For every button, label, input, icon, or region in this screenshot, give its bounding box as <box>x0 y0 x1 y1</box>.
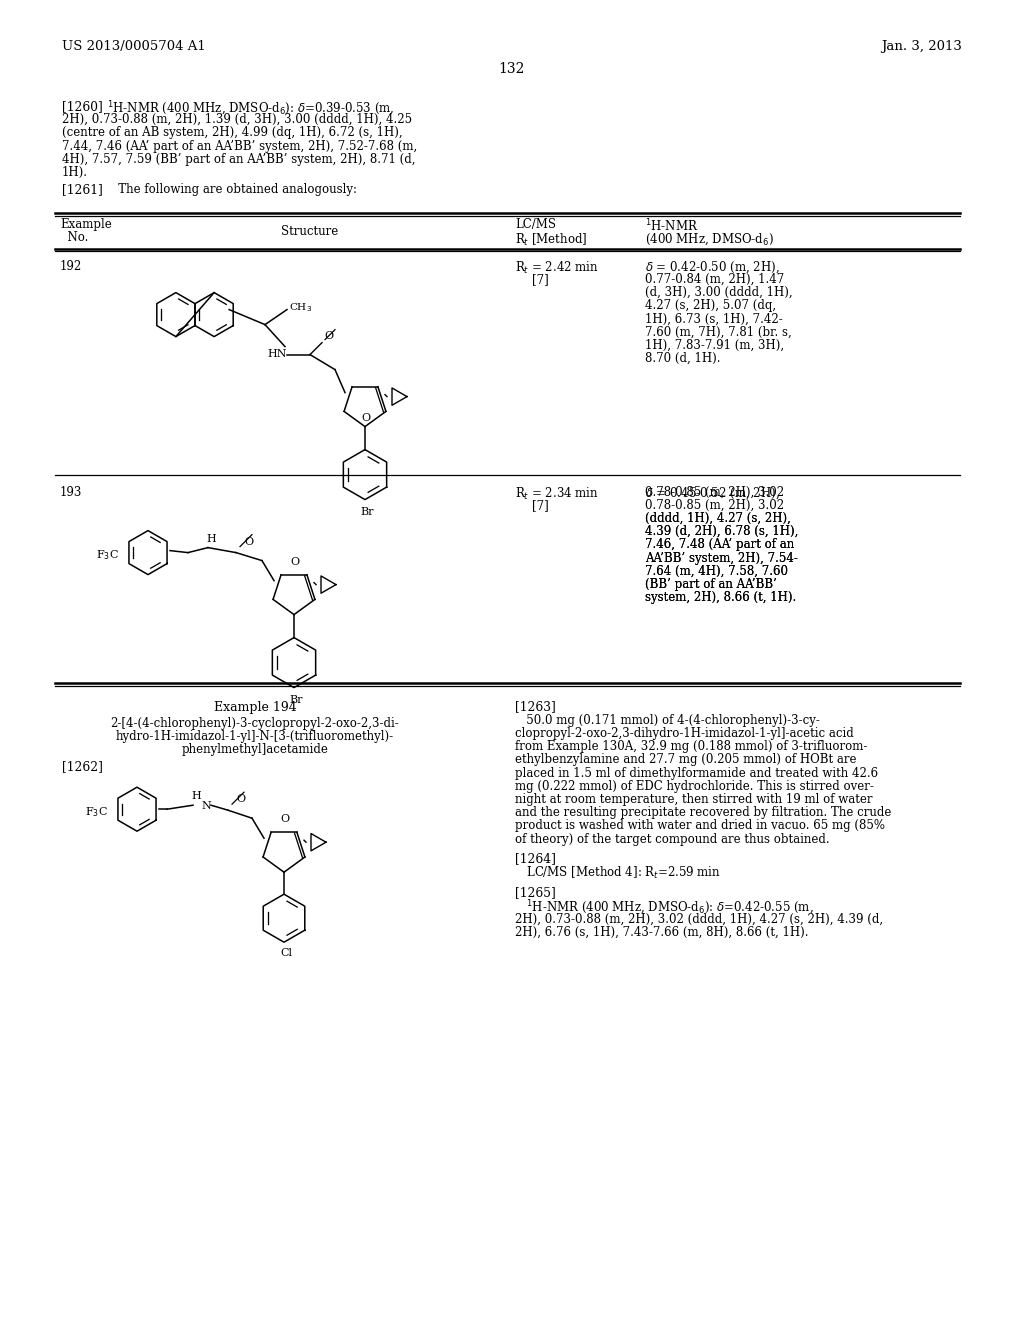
Text: 1H).: 1H). <box>62 166 88 180</box>
Text: hydro-1H-imidazol-1-yl]-N-[3-(trifluoromethyl)-: hydro-1H-imidazol-1-yl]-N-[3-(trifluorom… <box>116 730 394 743</box>
Text: R$_t$ [Method]: R$_t$ [Method] <box>515 231 588 248</box>
Text: US 2013/0005704 A1: US 2013/0005704 A1 <box>62 40 206 53</box>
Text: O: O <box>280 814 289 824</box>
Text: Br: Br <box>360 507 374 516</box>
Text: R$_t$ = 2.42 min: R$_t$ = 2.42 min <box>515 260 599 276</box>
Text: [1263]: [1263] <box>515 701 556 714</box>
Text: system, 2H), 8.66 (t, 1H).: system, 2H), 8.66 (t, 1H). <box>645 591 797 605</box>
Text: system, 2H), 8.66 (t, 1H).: system, 2H), 8.66 (t, 1H). <box>645 591 797 605</box>
Text: Example 194: Example 194 <box>214 701 296 714</box>
Text: F$_3$C: F$_3$C <box>85 805 108 818</box>
Text: R$_t$ = 2.34 min: R$_t$ = 2.34 min <box>515 486 599 502</box>
Text: O: O <box>361 413 370 422</box>
Text: 2H), 0.73-0.88 (m, 2H), 1.39 (d, 3H), 3.00 (dddd, 1H), 4.25: 2H), 0.73-0.88 (m, 2H), 1.39 (d, 3H), 3.… <box>62 114 412 127</box>
Text: 1H), 6.73 (s, 1H), 7.42-: 1H), 6.73 (s, 1H), 7.42- <box>645 313 782 326</box>
Text: $\delta$ = 0.45-0.52 (m, 2H),: $\delta$ = 0.45-0.52 (m, 2H), <box>645 486 779 502</box>
Text: 193: 193 <box>60 486 82 499</box>
Text: N: N <box>201 801 211 812</box>
Text: 0.78-0.85 (m, 2H), 3.02: 0.78-0.85 (m, 2H), 3.02 <box>645 499 784 512</box>
Text: (centre of an AB system, 2H), 4.99 (dq, 1H), 6.72 (s, 1H),: (centre of an AB system, 2H), 4.99 (dq, … <box>62 127 402 140</box>
Text: placed in 1.5 ml of dimethylformamide and treated with 42.6: placed in 1.5 ml of dimethylformamide an… <box>515 767 879 780</box>
Text: (d, 3H), 3.00 (dddd, 1H),: (d, 3H), 3.00 (dddd, 1H), <box>645 286 793 300</box>
Text: Structure: Structure <box>282 224 339 238</box>
Text: of theory) of the target compound are thus obtained.: of theory) of the target compound are th… <box>515 833 829 846</box>
Text: (400 MHz, DMSO-d$_6$): (400 MHz, DMSO-d$_6$) <box>645 231 774 247</box>
Text: HN: HN <box>267 348 287 359</box>
Text: product is washed with water and dried in vacuo. 65 mg (85%: product is washed with water and dried i… <box>515 820 885 833</box>
Text: Jan. 3, 2013: Jan. 3, 2013 <box>881 40 962 53</box>
Text: from Example 130A, 32.9 mg (0.188 mmol) of 3-trifluorom-: from Example 130A, 32.9 mg (0.188 mmol) … <box>515 741 867 754</box>
Text: 0.77-0.84 (m, 2H), 1.47: 0.77-0.84 (m, 2H), 1.47 <box>645 273 784 286</box>
Text: LC/MS: LC/MS <box>515 218 556 231</box>
Text: 7.46, 7.48 (AA’ part of an: 7.46, 7.48 (AA’ part of an <box>645 539 795 552</box>
Text: $^1$H-NMR: $^1$H-NMR <box>645 218 698 235</box>
Text: H: H <box>191 791 201 801</box>
Text: 132: 132 <box>499 62 525 77</box>
Text: Example: Example <box>60 218 112 231</box>
Text: $\delta$ = 0.42-0.50 (m, 2H),: $\delta$ = 0.42-0.50 (m, 2H), <box>645 260 779 275</box>
Text: AA’BB’ system, 2H), 7.54-: AA’BB’ system, 2H), 7.54- <box>645 552 798 565</box>
Text: 1H), 7.83-7.91 (m, 3H),: 1H), 7.83-7.91 (m, 3H), <box>645 339 784 352</box>
Text: mg (0.222 mmol) of EDC hydrochloride. This is stirred over-: mg (0.222 mmol) of EDC hydrochloride. Th… <box>515 780 873 793</box>
Text: O: O <box>236 795 245 804</box>
Text: 2-[4-(4-chlorophenyl)-3-cyclopropyl-2-oxo-2,3-di-: 2-[4-(4-chlorophenyl)-3-cyclopropyl-2-ox… <box>111 717 399 730</box>
Text: (BB’ part of an AA’BB’: (BB’ part of an AA’BB’ <box>645 578 777 591</box>
Text: [1260]: [1260] <box>62 100 102 114</box>
Text: 4.39 (d, 2H), 6.78 (s, 1H),: 4.39 (d, 2H), 6.78 (s, 1H), <box>645 525 799 539</box>
Text: 50.0 mg (0.171 mmol) of 4-(4-chlorophenyl)-3-cy-: 50.0 mg (0.171 mmol) of 4-(4-chloropheny… <box>515 714 820 727</box>
Text: night at room temperature, then stirred with 19 ml of water: night at room temperature, then stirred … <box>515 793 872 807</box>
Text: O: O <box>244 537 253 546</box>
Text: CH$_3$: CH$_3$ <box>289 301 312 314</box>
Text: $^1$H-NMR (400 MHz, DMSO-d$_6$): $\delta$=0.42-0.55 (m,: $^1$H-NMR (400 MHz, DMSO-d$_6$): $\delta… <box>515 899 814 917</box>
Text: 7.60 (m, 7H), 7.81 (br. s,: 7.60 (m, 7H), 7.81 (br. s, <box>645 326 792 339</box>
Text: [1264]: [1264] <box>515 851 556 865</box>
Text: $^1$H-NMR (400 MHz, DMSO-d$_6$): $\delta$=0.39-0.53 (m,: $^1$H-NMR (400 MHz, DMSO-d$_6$): $\delta… <box>106 100 394 117</box>
Text: AA’BB’ system, 2H), 7.54-: AA’BB’ system, 2H), 7.54- <box>645 552 798 565</box>
Text: 0.78-0.85 (m, 2H), 3.02: 0.78-0.85 (m, 2H), 3.02 <box>645 486 784 499</box>
Text: H: H <box>206 533 216 544</box>
Text: 7.44, 7.46 (AA’ part of an AA’BB’ system, 2H), 7.52-7.68 (m,: 7.44, 7.46 (AA’ part of an AA’BB’ system… <box>62 140 417 153</box>
Text: (dddd, 1H), 4.27 (s, 2H),: (dddd, 1H), 4.27 (s, 2H), <box>645 512 791 525</box>
Text: 4.39 (d, 2H), 6.78 (s, 1H),: 4.39 (d, 2H), 6.78 (s, 1H), <box>645 525 799 539</box>
Text: 192: 192 <box>60 260 82 273</box>
Text: 2H), 0.73-0.88 (m, 2H), 3.02 (dddd, 1H), 4.27 (s, 2H), 4.39 (d,: 2H), 0.73-0.88 (m, 2H), 3.02 (dddd, 1H),… <box>515 912 883 925</box>
Text: 7.64 (m, 4H), 7.58, 7.60: 7.64 (m, 4H), 7.58, 7.60 <box>645 565 788 578</box>
Text: [1265]: [1265] <box>515 886 556 899</box>
Text: [7]: [7] <box>532 499 549 512</box>
Text: The following are obtained analogously:: The following are obtained analogously: <box>106 183 357 197</box>
Text: ethylbenzylamine and 27.7 mg (0.205 mmol) of HOBt are: ethylbenzylamine and 27.7 mg (0.205 mmol… <box>515 754 856 767</box>
Text: 4.27 (s, 2H), 5.07 (dq,: 4.27 (s, 2H), 5.07 (dq, <box>645 300 776 313</box>
Text: (BB’ part of an AA’BB’: (BB’ part of an AA’BB’ <box>645 578 777 591</box>
Text: No.: No. <box>60 231 88 244</box>
Text: O: O <box>324 330 333 341</box>
Text: Br: Br <box>289 694 302 705</box>
Text: (dddd, 1H), 4.27 (s, 2H),: (dddd, 1H), 4.27 (s, 2H), <box>645 512 791 525</box>
Text: [7]: [7] <box>532 273 549 286</box>
Text: clopropyl-2-oxo-2,3-dihydro-1H-imidazol-1-yl]-acetic acid: clopropyl-2-oxo-2,3-dihydro-1H-imidazol-… <box>515 727 854 741</box>
Text: phenylmethyl]acetamide: phenylmethyl]acetamide <box>181 743 329 756</box>
Text: [1261]: [1261] <box>62 183 102 197</box>
Text: 2H), 6.76 (s, 1H), 7.43-7.66 (m, 8H), 8.66 (t, 1H).: 2H), 6.76 (s, 1H), 7.43-7.66 (m, 8H), 8.… <box>515 925 809 939</box>
Text: 8.70 (d, 1H).: 8.70 (d, 1H). <box>645 352 721 366</box>
Text: and the resulting precipitate recovered by filtration. The crude: and the resulting precipitate recovered … <box>515 807 891 820</box>
Text: O: O <box>290 557 299 566</box>
Text: 4H), 7.57, 7.59 (BB’ part of an AA’BB’ system, 2H), 8.71 (d,: 4H), 7.57, 7.59 (BB’ part of an AA’BB’ s… <box>62 153 416 166</box>
Text: F$_3$C: F$_3$C <box>96 549 119 562</box>
Text: 7.64 (m, 4H), 7.58, 7.60: 7.64 (m, 4H), 7.58, 7.60 <box>645 565 788 578</box>
Text: [1262]: [1262] <box>62 760 102 774</box>
Text: Cl: Cl <box>280 948 292 958</box>
Text: LC/MS [Method 4]: R$_t$=2.59 min: LC/MS [Method 4]: R$_t$=2.59 min <box>515 865 721 882</box>
Text: 7.46, 7.48 (AA’ part of an: 7.46, 7.48 (AA’ part of an <box>645 539 795 552</box>
